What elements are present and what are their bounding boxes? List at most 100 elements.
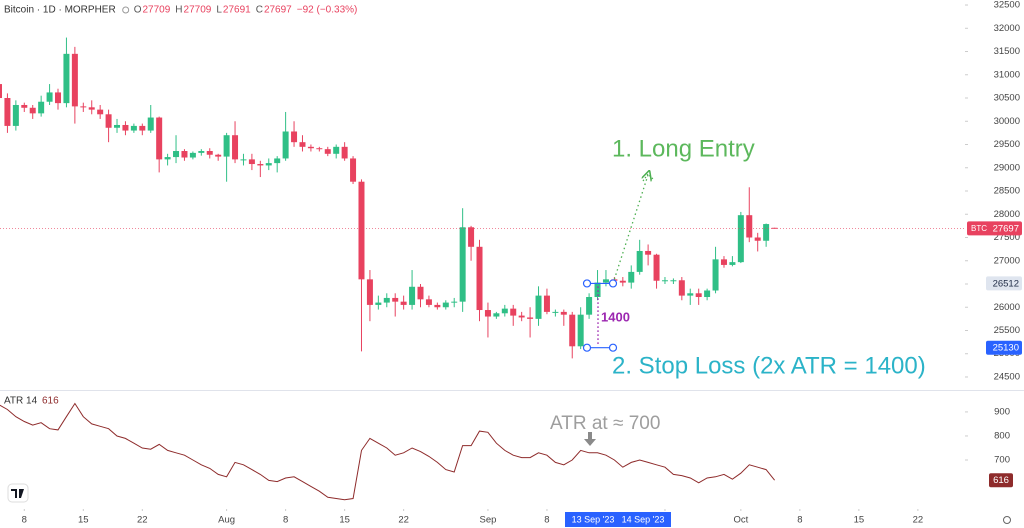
candle-body <box>484 310 491 317</box>
candle-body <box>687 293 694 296</box>
stop-badge <box>986 340 1022 355</box>
candle-body <box>240 159 247 161</box>
x-tick-label: 8 <box>283 515 288 526</box>
handle[interactable] <box>608 279 618 288</box>
candle-body <box>527 317 534 319</box>
price-tick-label: 32500 <box>994 0 1020 11</box>
candle-body <box>560 311 567 315</box>
price-tick-label: 27500 <box>994 232 1020 243</box>
candle-body <box>476 246 483 311</box>
ohlc-value: 27709 <box>142 5 170 16</box>
candle-body <box>156 117 163 160</box>
candle-body <box>712 259 719 291</box>
candle-body <box>535 295 542 319</box>
price-tick-label: 28000 <box>994 209 1020 220</box>
candle-body <box>147 117 154 131</box>
handle[interactable] <box>608 343 618 352</box>
atr-current: 616 <box>42 396 59 407</box>
price-tick-label: 30500 <box>994 93 1020 104</box>
last-price-badge <box>967 221 1022 236</box>
candle-body <box>729 262 736 265</box>
candle-body <box>265 163 272 166</box>
candle-body <box>97 109 104 115</box>
tradingview-logo <box>7 483 29 503</box>
candle-body <box>577 314 584 347</box>
x-tick-label: 8 <box>797 515 802 526</box>
candle-body <box>459 227 466 302</box>
entry-value: 26512 <box>993 278 1019 289</box>
ohlc-value: 27697 <box>264 5 292 16</box>
candle-body <box>636 250 643 272</box>
candle-body <box>468 227 475 247</box>
candle-body <box>88 107 95 110</box>
price-tick-label: 30000 <box>994 116 1020 127</box>
candle-body <box>164 157 171 160</box>
candle-body <box>316 148 323 150</box>
candle-body <box>737 215 744 263</box>
candle-body <box>248 159 255 165</box>
candle-body <box>341 146 348 159</box>
stop-loss-label: 2. Stop Loss (2x ATR = 1400) <box>612 352 926 379</box>
ohlc-value: 27691 <box>223 5 251 16</box>
x-tick-label: 15 <box>854 515 865 526</box>
candle-body <box>434 304 441 308</box>
x-tick-label: 15 <box>78 515 89 526</box>
candle-body <box>223 135 230 157</box>
settings-icon[interactable] <box>1003 516 1011 524</box>
candle-body <box>12 104 19 126</box>
handle[interactable] <box>582 279 592 288</box>
price-tick-label: 29500 <box>994 139 1020 150</box>
candle-body <box>282 131 289 159</box>
candle-body <box>122 124 129 131</box>
candle-body <box>29 107 36 114</box>
atr-line <box>0 402 775 501</box>
distance-label: 1400 <box>601 309 630 324</box>
candle-body <box>105 114 112 128</box>
candle-body <box>307 146 314 149</box>
candle-body <box>619 280 626 283</box>
last-price-value: 27697 <box>993 223 1019 234</box>
stop-value: 25130 <box>993 343 1019 354</box>
candle-body <box>257 164 264 166</box>
candle-body <box>366 279 373 305</box>
candle-body <box>754 237 761 241</box>
candle-body <box>425 299 432 305</box>
overlay: 32500 32000 31500 31000 30500 30000 29500 29000… <box>4 0 1022 527</box>
candle-body <box>695 293 702 298</box>
candle-body <box>80 106 87 108</box>
candle-body <box>333 146 340 154</box>
candle-body <box>552 311 559 313</box>
candle-body <box>746 215 753 238</box>
candle-body <box>501 308 508 314</box>
crosshair-date-badge <box>565 512 621 527</box>
symbol-title: Bitcoin · 1D · MORPHER <box>4 5 116 16</box>
candle-body <box>189 152 196 158</box>
candle-body <box>510 308 517 316</box>
x-tick-label: 8 <box>22 515 27 526</box>
ohlc-value: 27709 <box>184 5 212 16</box>
candle-body <box>670 280 677 282</box>
candle-body <box>46 92 53 102</box>
atr-badge <box>989 473 1013 488</box>
price-tick-label: 28500 <box>994 186 1020 197</box>
candle-body <box>628 271 635 283</box>
candle-body <box>358 181 365 280</box>
candle-body <box>392 297 399 302</box>
atr-annotation: ATR at ≈ 700 <box>550 413 660 434</box>
price-tick-label: 27000 <box>994 255 1020 266</box>
atr-tick-label: 800 <box>994 430 1010 441</box>
x-tick-label: Sep <box>479 515 496 526</box>
atr-name: ATR 14 <box>4 396 38 407</box>
long-entry-label: 1. Long Entry <box>612 135 755 162</box>
x-tick-label: 22 <box>913 515 924 526</box>
ohlc-label: L <box>216 5 222 16</box>
candle-body <box>71 53 78 107</box>
price-pane <box>0 37 965 359</box>
handle[interactable] <box>582 343 592 352</box>
price-tick-label: 25500 <box>994 325 1020 336</box>
candle-body <box>704 290 711 298</box>
candle-body <box>451 301 458 303</box>
candle-body <box>114 124 121 128</box>
candle-body <box>417 286 424 300</box>
candle-body <box>198 151 205 153</box>
